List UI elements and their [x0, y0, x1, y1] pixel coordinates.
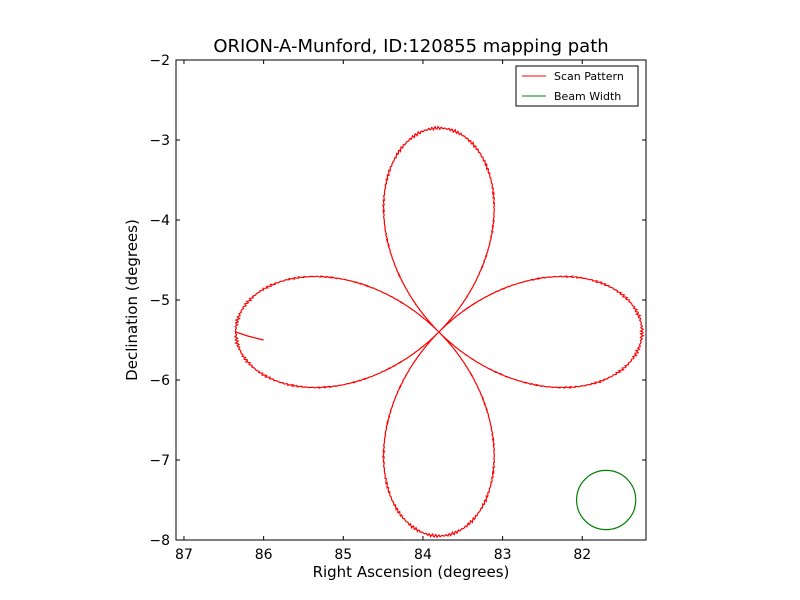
data-layer [233, 125, 645, 539]
legend-label-scan-pattern: Scan Pattern [554, 70, 624, 83]
y-tick-label: −3 [149, 133, 170, 149]
legend-label-beam-width: Beam Width [554, 90, 621, 103]
x-tick-label: 83 [494, 547, 512, 563]
legend-box [515, 65, 639, 107]
chart-title: ORION-A-Munford, ID:120855 mapping path [213, 36, 608, 57]
beam-width-circle [575, 469, 637, 531]
y-tick-label: −5 [149, 293, 170, 309]
x-tick-label: 87 [175, 547, 193, 563]
x-tick-label: 82 [573, 547, 591, 563]
x-tick-label: 85 [334, 547, 352, 563]
ticks-layer: 87 86 85 84 83 82 −2 −3 −4 −5 −6 −7 −8 [149, 53, 646, 563]
x-tick-label: 84 [414, 547, 432, 563]
scan-pattern-line [233, 125, 645, 539]
y-tick-label: −4 [149, 213, 170, 229]
y-tick-label: −6 [149, 373, 170, 389]
y-tick-label: −7 [149, 453, 170, 469]
y-axis-label: Declination (degrees) [123, 219, 141, 381]
x-tick-label: 86 [255, 547, 273, 563]
legend: Scan Pattern Beam Width [515, 65, 639, 107]
y-tick-label: −2 [149, 53, 170, 69]
x-axis-label: Right Ascension (degrees) [313, 563, 510, 581]
y-tick-label: −8 [149, 533, 170, 549]
